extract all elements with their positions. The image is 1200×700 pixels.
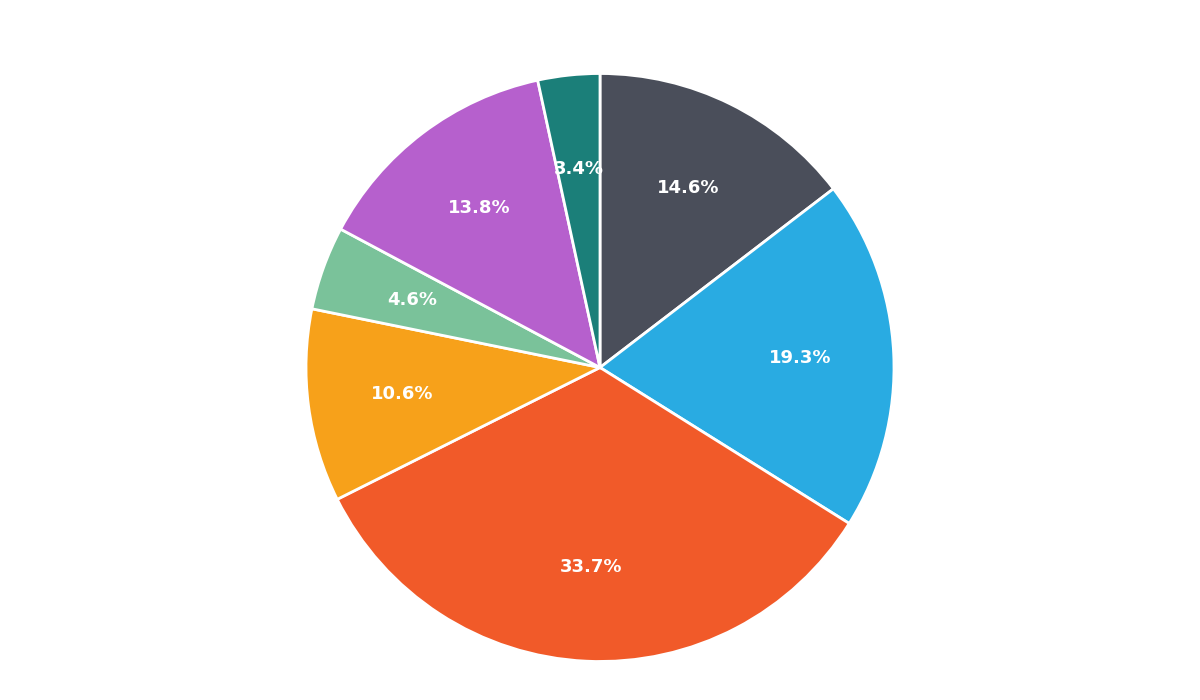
Text: 14.6%: 14.6% — [658, 179, 720, 197]
Wedge shape — [538, 74, 600, 368]
Text: 19.3%: 19.3% — [768, 349, 830, 367]
Wedge shape — [306, 309, 600, 499]
Text: 3.4%: 3.4% — [553, 160, 604, 178]
Wedge shape — [600, 189, 894, 524]
Wedge shape — [337, 368, 850, 662]
Wedge shape — [341, 80, 600, 368]
Text: 10.6%: 10.6% — [371, 385, 433, 402]
Wedge shape — [312, 229, 600, 368]
Text: 4.6%: 4.6% — [386, 290, 437, 309]
Text: 13.8%: 13.8% — [448, 199, 511, 217]
Wedge shape — [600, 74, 834, 368]
Text: 33.7%: 33.7% — [559, 558, 622, 576]
